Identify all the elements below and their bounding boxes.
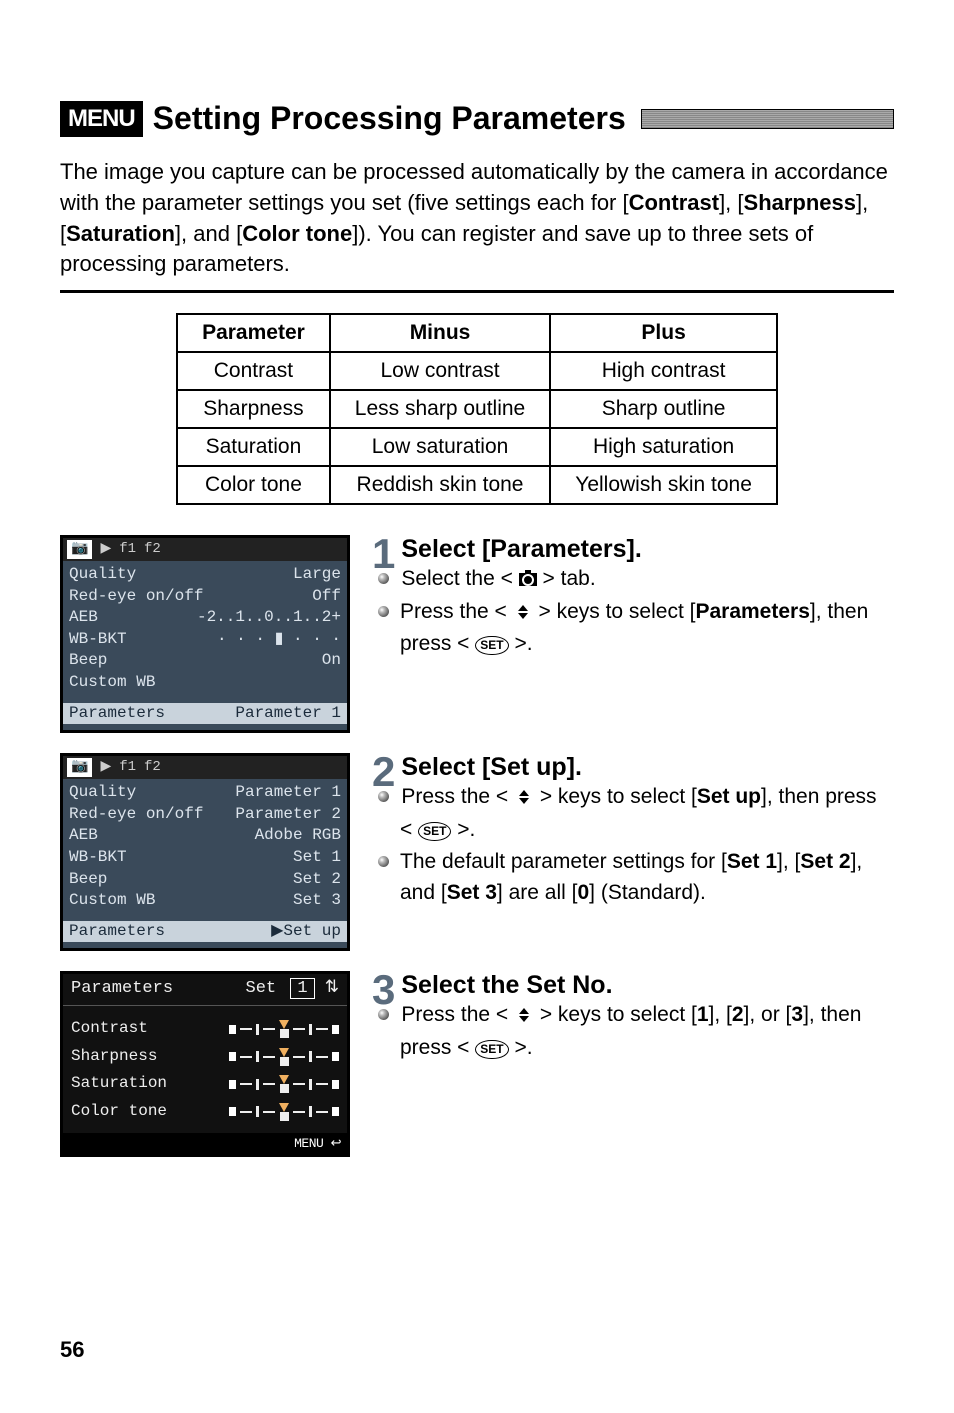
camera-icon xyxy=(519,573,537,586)
bullet-item: Select the < > tab. xyxy=(372,564,894,594)
bullet-item: Press the < > keys to select [1], [2], o… xyxy=(372,1000,894,1063)
table-cell: High contrast xyxy=(550,352,777,390)
up-down-icon xyxy=(514,784,534,814)
bullet-item: Press the < > keys to select [Parameters… xyxy=(372,597,894,660)
lcd-screenshot-2: 📷▶f1f2QualityParameter 1Red-eye on/offPa… xyxy=(60,753,350,951)
lcd-screenshot-1: 📷▶f1f2QualityLargeRed-eye on/offOffAEB-2… xyxy=(60,535,350,733)
set-button-icon: SET xyxy=(475,1040,508,1059)
set-button-icon: SET xyxy=(475,636,508,655)
title-bar-decor xyxy=(641,109,894,129)
bullet-item: Press the < > keys to select [Set up], t… xyxy=(372,782,894,845)
parameter-table: ParameterMinusPlus ContrastLow contrastH… xyxy=(176,313,778,505)
table-cell: Sharpness xyxy=(177,390,330,428)
table-cell: Color tone xyxy=(177,466,330,504)
step-head-2: Select [Set up]. xyxy=(401,753,582,781)
lcd-screenshot-3: ParametersSet 1 ⇅ContrastSharpnessSatura… xyxy=(60,971,350,1157)
table-cell: High saturation xyxy=(550,428,777,466)
page-title-row: MENU Setting Processing Parameters xyxy=(60,100,894,137)
table-header: Plus xyxy=(550,314,777,352)
divider xyxy=(60,290,894,293)
menu-badge: MENU xyxy=(60,101,143,137)
table-header: Minus xyxy=(330,314,550,352)
up-down-icon xyxy=(513,599,533,629)
table-header: Parameter xyxy=(177,314,330,352)
step-head-1: Select [Parameters]. xyxy=(401,535,641,563)
intro-text: The image you capture can be processed a… xyxy=(60,157,894,280)
table-cell: Reddish skin tone xyxy=(330,466,550,504)
page-title: Setting Processing Parameters xyxy=(153,100,626,137)
step-head-3: Select the Set No. xyxy=(401,971,612,999)
table-cell: Sharp outline xyxy=(550,390,777,428)
table-cell: Less sharp outline xyxy=(330,390,550,428)
table-cell: Low contrast xyxy=(330,352,550,390)
page-number: 56 xyxy=(60,1337,894,1363)
table-cell: Yellowish skin tone xyxy=(550,466,777,504)
table-cell: Saturation xyxy=(177,428,330,466)
table-cell: Contrast xyxy=(177,352,330,390)
up-down-icon xyxy=(514,1002,534,1032)
table-cell: Low saturation xyxy=(330,428,550,466)
set-button-icon: SET xyxy=(418,822,451,841)
bullet-item: The default parameter settings for [Set … xyxy=(372,847,894,908)
